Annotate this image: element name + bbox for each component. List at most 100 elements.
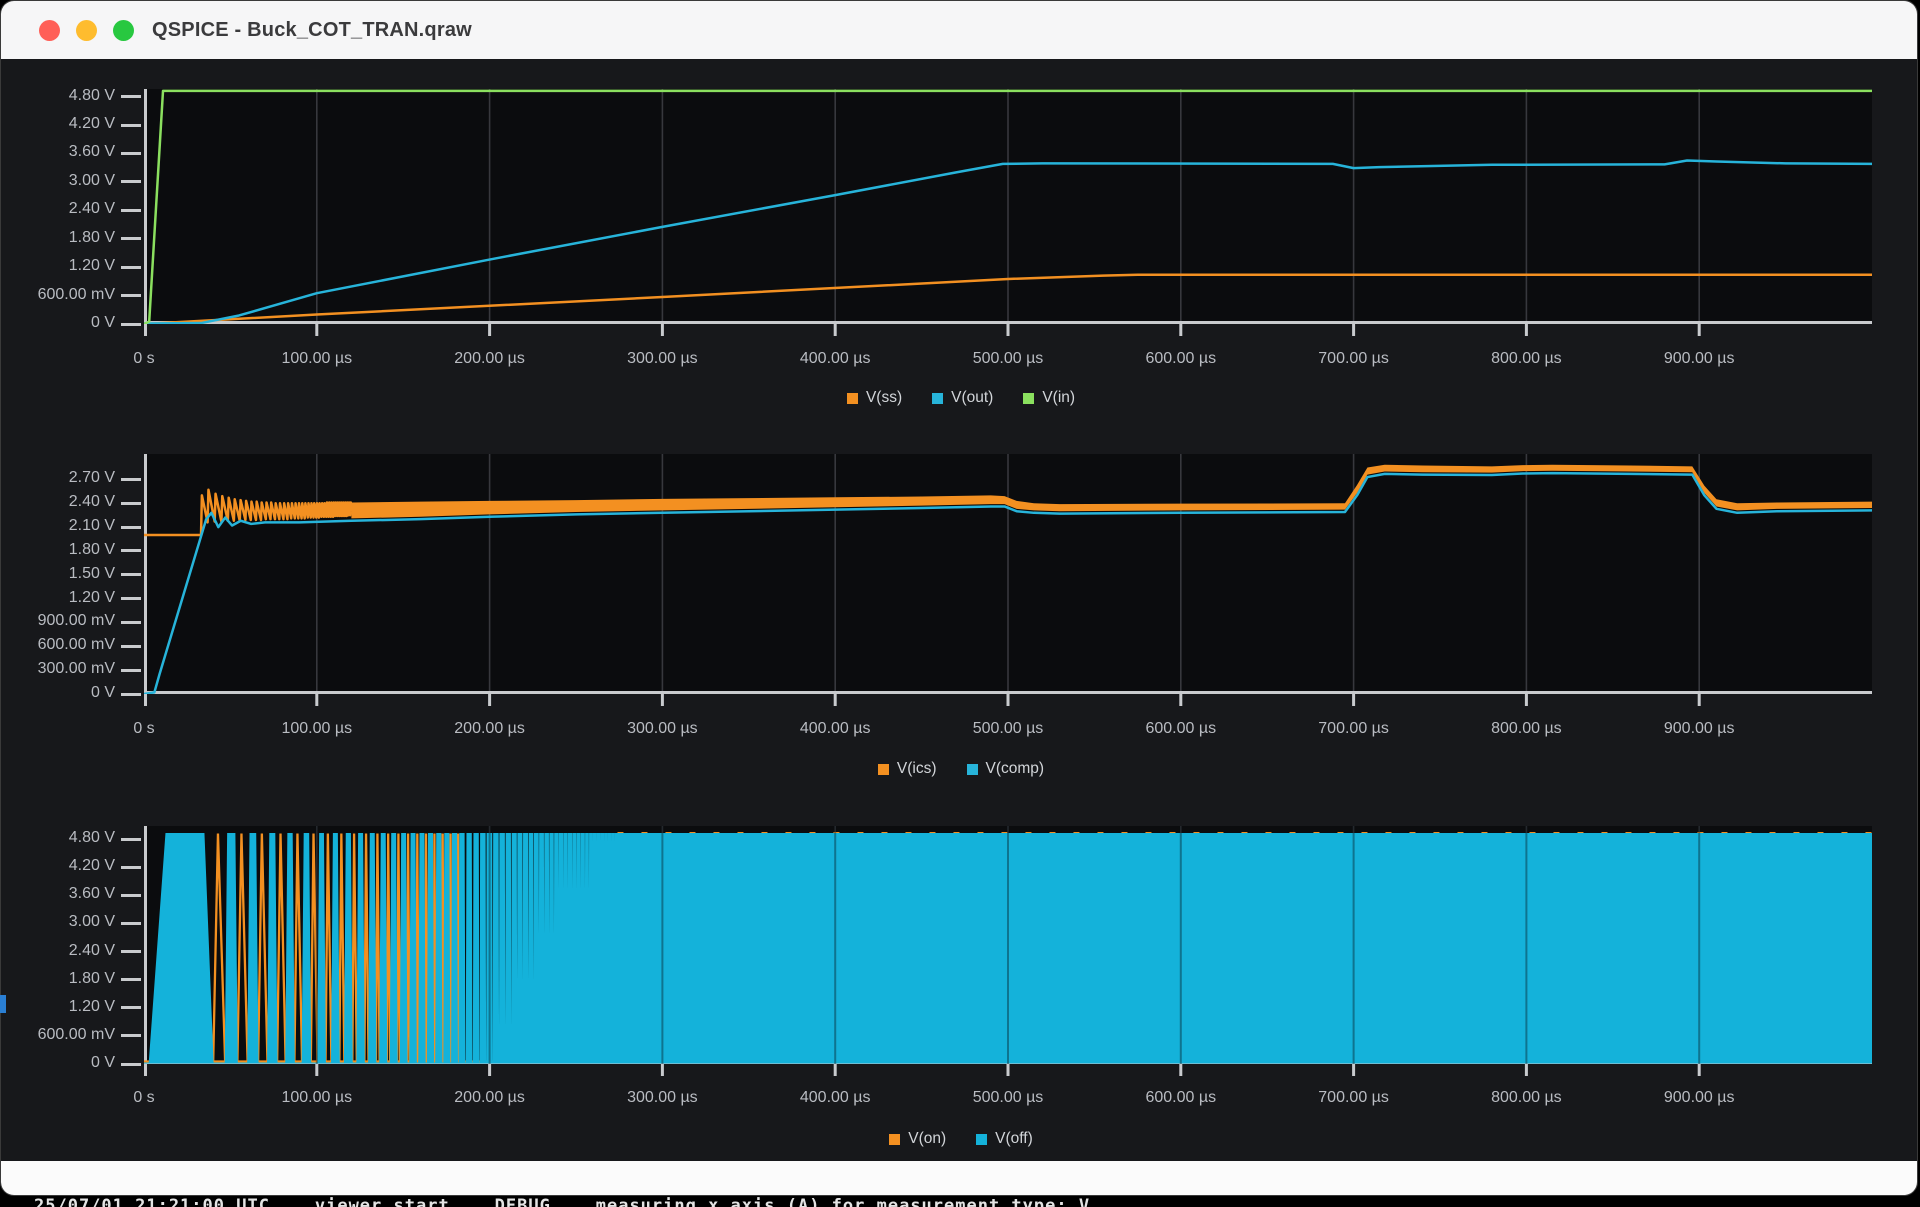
legend-label: V(ss) — [865, 389, 903, 406]
series-V(comp) — [144, 471, 1872, 694]
y-tick — [121, 525, 141, 529]
ytick-label: 1.80 V — [68, 969, 115, 987]
ytick-label: 600.00 mV — [37, 636, 115, 654]
xtick-label: 900.00 µs — [1663, 350, 1735, 367]
y-tick — [121, 322, 141, 326]
y-tick — [121, 265, 141, 269]
ytick-label: 2.40 V — [68, 941, 115, 959]
series-V(on) — [456, 833, 461, 1062]
legend-item-V(ss)[interactable]: V(ss) — [846, 389, 903, 407]
legend-swatch-icon — [889, 1133, 901, 1145]
legend-item-V(in)[interactable]: V(in) — [1023, 389, 1075, 407]
legend-swatch-icon — [877, 763, 889, 775]
y-tick — [121, 978, 141, 982]
series-V(on) — [405, 833, 411, 1062]
series-V(on) — [374, 833, 381, 1062]
series-V(on) — [448, 833, 453, 1062]
y-tick — [121, 573, 141, 577]
series-V(on) — [293, 833, 304, 1062]
ytick-label: 0 V — [90, 684, 115, 701]
ytick-label: 3.60 V — [68, 885, 115, 903]
legend-item-V(comp)[interactable]: V(comp) — [966, 760, 1044, 778]
ytick-label: 0 V — [90, 314, 115, 331]
series-V(on) — [385, 833, 392, 1062]
ytick-label: 2.10 V — [68, 517, 115, 535]
ytick-label: 3.00 V — [68, 913, 115, 931]
xtick-label: 400.00 µs — [799, 1089, 871, 1106]
series-V(on) — [236, 833, 249, 1062]
xtick-label: 100.00 µs — [281, 720, 353, 737]
series-V(ics)-band — [351, 464, 1872, 519]
window-footer — [1, 1161, 1917, 1195]
xtick-label: 300.00 µs — [627, 1089, 698, 1106]
chart-panel-3[interactable] — [144, 826, 1872, 1078]
ytick-label: 900.00 mV — [37, 612, 115, 630]
xtick-label: 900.00 µs — [1663, 1089, 1735, 1106]
y-tick — [121, 893, 141, 897]
accent-sliver — [0, 995, 6, 1013]
zoom-button[interactable] — [113, 19, 134, 41]
ytick-label: 1.20 V — [68, 257, 115, 275]
ytick-label: 2.40 V — [68, 493, 115, 511]
y-tick — [121, 549, 141, 553]
series-V(on) — [432, 833, 437, 1062]
ytick-label: 2.40 V — [68, 200, 115, 218]
legend-swatch-icon — [932, 392, 944, 404]
series-V(on) — [256, 833, 269, 1062]
legend-item-V(off)[interactable]: V(off) — [976, 1130, 1033, 1148]
ytick-label: 600.00 mV — [37, 1025, 115, 1043]
minimize-button[interactable] — [76, 19, 97, 41]
legend-swatch-icon — [1023, 392, 1035, 404]
window-title: QSPICE - Buck_COT_TRAN.qraw — [152, 18, 472, 41]
y-tick — [121, 921, 141, 925]
series-V(ics) — [144, 488, 353, 537]
y-tick — [121, 208, 141, 212]
xtick-label: 500.00 µs — [972, 1089, 1044, 1106]
legend-item-V(out)[interactable]: V(out) — [932, 389, 993, 407]
legend-swatch-icon — [846, 392, 858, 404]
xtick-label: 0 s — [133, 720, 155, 737]
xtick-label: 700.00 µs — [1318, 1089, 1389, 1106]
ytick-label: 3.60 V — [68, 143, 115, 161]
legend-label: V(on) — [908, 1130, 947, 1147]
xtick-label: 600.00 µs — [1145, 720, 1217, 737]
ytick-label: 2.70 V — [68, 469, 115, 487]
xtick-label: 700.00 µs — [1318, 350, 1389, 367]
series-V(on) — [351, 833, 358, 1062]
legend-item-V(on)[interactable]: V(on) — [889, 1130, 946, 1148]
xtick-label: 400.00 µs — [799, 720, 871, 737]
legend-item-V(ics)[interactable]: V(ics) — [877, 760, 937, 778]
legend-swatch-icon — [976, 1133, 988, 1145]
y-tick — [121, 668, 141, 672]
y-tick — [121, 294, 141, 298]
series-V(out) — [144, 159, 1872, 324]
chart-panel-1[interactable] — [144, 89, 1872, 338]
legend-swatch-icon — [966, 763, 978, 775]
xtick-label: 0 s — [133, 350, 155, 367]
series-V(on) — [424, 833, 429, 1062]
series-V(on) — [363, 833, 370, 1062]
chart-panel-2[interactable] — [144, 454, 1872, 708]
series-V(in) — [144, 89, 1872, 324]
xtick-label: 900.00 µs — [1663, 720, 1735, 737]
close-button[interactable] — [39, 19, 60, 41]
xtick-label: 500.00 µs — [972, 720, 1044, 737]
ytick-label: 4.80 V — [68, 829, 115, 847]
xtick-label: 200.00 µs — [454, 720, 525, 737]
ytick-label: 4.80 V — [68, 86, 115, 104]
y-tick — [121, 1034, 141, 1038]
y-tick — [121, 151, 141, 155]
legend: V(ics) V(comp) — [1, 760, 1917, 778]
xtick-label: 500.00 µs — [972, 350, 1044, 367]
y-tick — [121, 865, 141, 869]
legend: V(on) V(off) — [1, 1130, 1917, 1148]
xtick-label: 700.00 µs — [1318, 720, 1389, 737]
y-tick — [121, 692, 141, 696]
background-terminal: 25/07/01 21:21:00 UTC viewer start DEBUG… — [0, 1196, 1920, 1207]
legend-label: V(out) — [951, 389, 994, 406]
titlebar[interactable]: QSPICE - Buck_COT_TRAN.qraw — [1, 1, 1917, 59]
ytick-label: 1.20 V — [68, 997, 115, 1015]
series-V(on) — [396, 833, 402, 1062]
xtick-label: 0 s — [133, 1089, 155, 1106]
